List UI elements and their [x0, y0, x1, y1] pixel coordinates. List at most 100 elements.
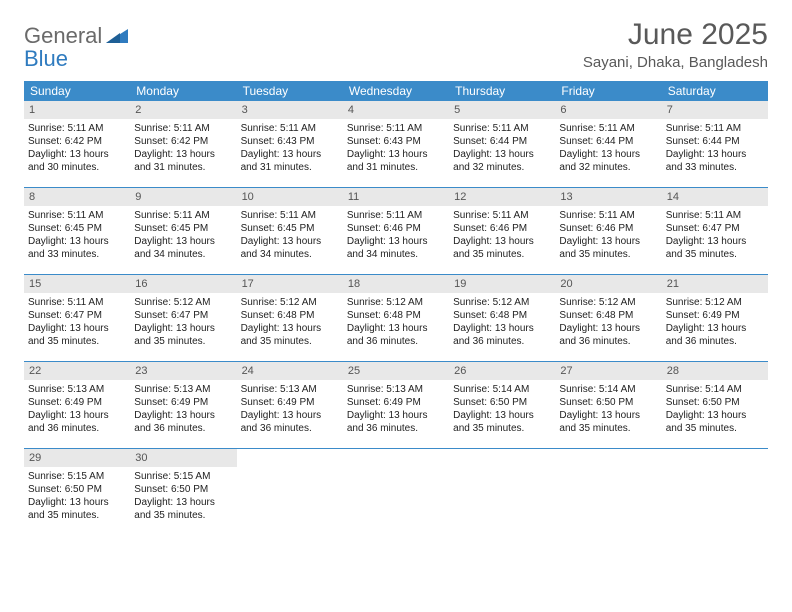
day-cell: 1Sunrise: 5:11 AMSunset: 6:42 PMDaylight…	[24, 101, 130, 187]
day-cell: 15Sunrise: 5:11 AMSunset: 6:47 PMDayligh…	[24, 275, 130, 361]
sunrise-line: Sunrise: 5:12 AM	[453, 296, 551, 309]
day-number: 8	[24, 188, 130, 206]
week-row: 22Sunrise: 5:13 AMSunset: 6:49 PMDayligh…	[24, 362, 768, 449]
day-number: 21	[662, 275, 768, 293]
day-number: 17	[237, 275, 343, 293]
daylight-line: Daylight: 13 hours and 36 minutes.	[241, 409, 339, 435]
day-number: 1	[24, 101, 130, 119]
empty-cell	[343, 449, 449, 535]
daylight-line: Daylight: 13 hours and 34 minutes.	[134, 235, 232, 261]
sunset-line: Sunset: 6:45 PM	[134, 222, 232, 235]
sunrise-line: Sunrise: 5:12 AM	[666, 296, 764, 309]
sunrise-line: Sunrise: 5:13 AM	[347, 383, 445, 396]
daylight-line: Daylight: 13 hours and 32 minutes.	[559, 148, 657, 174]
sunset-line: Sunset: 6:50 PM	[559, 396, 657, 409]
daylight-line: Daylight: 13 hours and 36 minutes.	[134, 409, 232, 435]
day-number: 28	[662, 362, 768, 380]
daylight-line: Daylight: 13 hours and 36 minutes.	[453, 322, 551, 348]
sunrise-line: Sunrise: 5:11 AM	[347, 122, 445, 135]
sunrise-line: Sunrise: 5:11 AM	[28, 296, 126, 309]
logo: General Blue	[24, 24, 128, 70]
daylight-line: Daylight: 13 hours and 35 minutes.	[241, 322, 339, 348]
sunrise-line: Sunrise: 5:11 AM	[347, 209, 445, 222]
day-number: 4	[343, 101, 449, 119]
empty-cell	[662, 449, 768, 535]
empty-cell	[449, 449, 555, 535]
day-number: 20	[555, 275, 661, 293]
sunset-line: Sunset: 6:47 PM	[134, 309, 232, 322]
sunset-line: Sunset: 6:48 PM	[347, 309, 445, 322]
week-row: 29Sunrise: 5:15 AMSunset: 6:50 PMDayligh…	[24, 449, 768, 535]
sunset-line: Sunset: 6:44 PM	[666, 135, 764, 148]
sunrise-line: Sunrise: 5:11 AM	[241, 122, 339, 135]
empty-cell	[237, 449, 343, 535]
day-number: 6	[555, 101, 661, 119]
daylight-line: Daylight: 13 hours and 31 minutes.	[347, 148, 445, 174]
sunrise-line: Sunrise: 5:14 AM	[559, 383, 657, 396]
daylight-line: Daylight: 13 hours and 34 minutes.	[241, 235, 339, 261]
day-number: 16	[130, 275, 236, 293]
sunrise-line: Sunrise: 5:11 AM	[666, 122, 764, 135]
daylight-line: Daylight: 13 hours and 36 minutes.	[666, 322, 764, 348]
dow-cell: Friday	[555, 81, 661, 101]
sunset-line: Sunset: 6:45 PM	[241, 222, 339, 235]
sunset-line: Sunset: 6:46 PM	[559, 222, 657, 235]
sunrise-line: Sunrise: 5:12 AM	[347, 296, 445, 309]
sunset-line: Sunset: 6:45 PM	[28, 222, 126, 235]
day-cell: 24Sunrise: 5:13 AMSunset: 6:49 PMDayligh…	[237, 362, 343, 448]
daylight-line: Daylight: 13 hours and 36 minutes.	[347, 409, 445, 435]
sunrise-line: Sunrise: 5:11 AM	[453, 122, 551, 135]
sunset-line: Sunset: 6:49 PM	[28, 396, 126, 409]
day-number: 10	[237, 188, 343, 206]
logo-triangle-icon	[106, 27, 128, 48]
day-cell: 23Sunrise: 5:13 AMSunset: 6:49 PMDayligh…	[130, 362, 236, 448]
sunset-line: Sunset: 6:48 PM	[453, 309, 551, 322]
day-cell: 7Sunrise: 5:11 AMSunset: 6:44 PMDaylight…	[662, 101, 768, 187]
dow-cell: Thursday	[449, 81, 555, 101]
daylight-line: Daylight: 13 hours and 36 minutes.	[559, 322, 657, 348]
location: Sayani, Dhaka, Bangladesh	[583, 54, 768, 71]
daylight-line: Daylight: 13 hours and 31 minutes.	[241, 148, 339, 174]
daylight-line: Daylight: 13 hours and 35 minutes.	[134, 322, 232, 348]
day-number: 22	[24, 362, 130, 380]
sunrise-line: Sunrise: 5:15 AM	[28, 470, 126, 483]
daylight-line: Daylight: 13 hours and 30 minutes.	[28, 148, 126, 174]
daylight-line: Daylight: 13 hours and 35 minutes.	[559, 409, 657, 435]
day-cell: 14Sunrise: 5:11 AMSunset: 6:47 PMDayligh…	[662, 188, 768, 274]
sunset-line: Sunset: 6:48 PM	[241, 309, 339, 322]
sunrise-line: Sunrise: 5:13 AM	[241, 383, 339, 396]
sunset-line: Sunset: 6:43 PM	[241, 135, 339, 148]
day-number: 25	[343, 362, 449, 380]
day-cell: 29Sunrise: 5:15 AMSunset: 6:50 PMDayligh…	[24, 449, 130, 535]
weeks-container: 1Sunrise: 5:11 AMSunset: 6:42 PMDaylight…	[24, 101, 768, 535]
day-cell: 9Sunrise: 5:11 AMSunset: 6:45 PMDaylight…	[130, 188, 236, 274]
daylight-line: Daylight: 13 hours and 33 minutes.	[28, 235, 126, 261]
day-cell: 12Sunrise: 5:11 AMSunset: 6:46 PMDayligh…	[449, 188, 555, 274]
sunset-line: Sunset: 6:49 PM	[347, 396, 445, 409]
sunset-line: Sunset: 6:50 PM	[28, 483, 126, 496]
sunrise-line: Sunrise: 5:12 AM	[559, 296, 657, 309]
day-cell: 3Sunrise: 5:11 AMSunset: 6:43 PMDaylight…	[237, 101, 343, 187]
day-cell: 13Sunrise: 5:11 AMSunset: 6:46 PMDayligh…	[555, 188, 661, 274]
sunset-line: Sunset: 6:44 PM	[559, 135, 657, 148]
sunset-line: Sunset: 6:43 PM	[347, 135, 445, 148]
sunset-line: Sunset: 6:47 PM	[666, 222, 764, 235]
sunrise-line: Sunrise: 5:11 AM	[134, 122, 232, 135]
sunrise-line: Sunrise: 5:13 AM	[28, 383, 126, 396]
sunrise-line: Sunrise: 5:12 AM	[134, 296, 232, 309]
sunrise-line: Sunrise: 5:12 AM	[241, 296, 339, 309]
sunset-line: Sunset: 6:46 PM	[347, 222, 445, 235]
day-cell: 22Sunrise: 5:13 AMSunset: 6:49 PMDayligh…	[24, 362, 130, 448]
day-cell: 8Sunrise: 5:11 AMSunset: 6:45 PMDaylight…	[24, 188, 130, 274]
daylight-line: Daylight: 13 hours and 35 minutes.	[666, 409, 764, 435]
day-cell: 6 Sunrise: 5:11 AMSunset: 6:44 PMDaylight…	[555, 101, 661, 187]
day-cell: 21Sunrise: 5:12 AMSunset: 6:49 PMDayligh…	[662, 275, 768, 361]
sunrise-line: Sunrise: 5:11 AM	[559, 122, 657, 135]
dow-cell: Sunday	[24, 81, 130, 101]
day-cell: 27Sunrise: 5:14 AMSunset: 6:50 PMDayligh…	[555, 362, 661, 448]
day-number: 2	[130, 101, 236, 119]
dow-cell: Tuesday	[237, 81, 343, 101]
sunset-line: Sunset: 6:49 PM	[241, 396, 339, 409]
dow-cell: Saturday	[662, 81, 768, 101]
month-title: June 2025	[583, 18, 768, 52]
